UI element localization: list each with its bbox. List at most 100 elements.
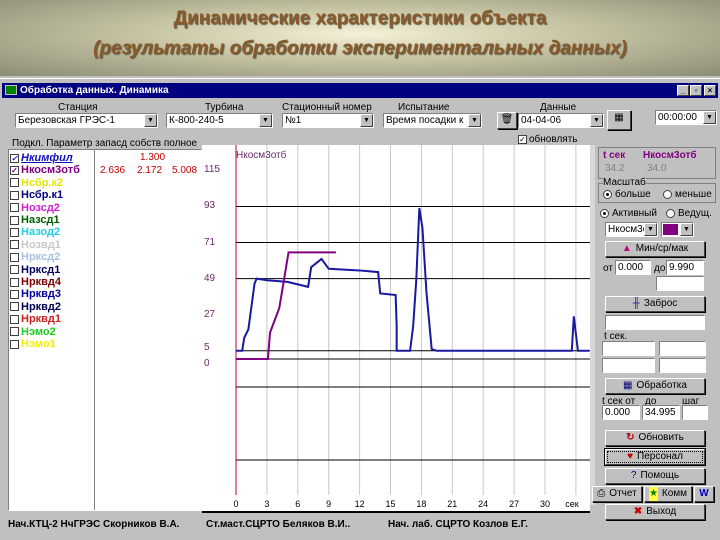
param-item[interactable]: ✓ Нкимфил (10, 152, 73, 164)
param-item[interactable]: Нозвд1 (10, 239, 61, 251)
param-item[interactable]: Нркcд2 (10, 251, 60, 263)
overshoot-label: Заброс (643, 298, 678, 309)
delete-button[interactable]: 🗑 (497, 112, 517, 129)
chevron-down-icon[interactable]: ▼ (144, 114, 157, 127)
help-button[interactable]: ? Помощь (605, 468, 705, 484)
staff-button[interactable]: ♥ Персонал (605, 449, 705, 465)
restore-button[interactable]: ▫ (690, 85, 702, 96)
scale-less-radio[interactable]: меньше (663, 189, 712, 200)
chevron-down-icon[interactable]: ▼ (644, 223, 657, 236)
tsec-field-3[interactable] (602, 358, 655, 373)
checkbox-icon[interactable] (10, 314, 19, 324)
turbine-select[interactable]: К-800-240-5 ▼ (166, 113, 273, 128)
param-select[interactable]: Нкосм3отб ▼ (605, 222, 658, 237)
blank-field[interactable] (656, 276, 704, 291)
param-item[interactable]: Назсд1 (10, 214, 60, 226)
chevron-down-icon[interactable]: ▼ (590, 114, 603, 127)
param-name: Нэмо2 (21, 325, 56, 338)
checkbox-icon[interactable] (10, 327, 19, 337)
checkbox-icon[interactable] (10, 252, 19, 262)
checkbox-icon[interactable] (10, 302, 19, 312)
checkbox-icon[interactable] (10, 339, 19, 349)
param-item[interactable]: Нэмо2 (10, 326, 56, 338)
chevron-down-icon[interactable]: ▼ (703, 111, 716, 124)
range-to-label: до (645, 396, 657, 407)
from-input[interactable]: 0.000 (615, 260, 651, 275)
overshoot-button[interactable]: ╫ Заброс (605, 296, 705, 312)
checkbox-icon[interactable] (10, 240, 19, 250)
checkbox-icon[interactable] (10, 289, 19, 299)
checkbox-icon[interactable] (10, 227, 19, 237)
chevron-down-icon[interactable]: ▼ (360, 114, 373, 127)
tsec-label: t сек. (604, 331, 628, 342)
checkbox-checked-icon[interactable]: ✓ (10, 153, 19, 163)
data-select[interactable]: 04-04-06 ▼ (518, 113, 604, 128)
param-item[interactable]: Нрквд1 (10, 313, 61, 325)
refresh-button[interactable]: ↻ Обновить (605, 430, 705, 446)
param-name: Нркcд2 (21, 251, 61, 264)
exit-label: Выход (646, 506, 677, 517)
param-item[interactable]: Нозсд2 (10, 202, 60, 214)
slide-title: Динамические характеристики объекта (173, 8, 547, 29)
minimize-button[interactable]: _ (677, 85, 689, 96)
param-item[interactable]: Нсбр.к2 (10, 177, 63, 189)
param-select-value: Нкосм3отб (608, 224, 658, 235)
update-checkbox[interactable]: ✓ обновлять (518, 134, 578, 145)
radio-icon (663, 189, 672, 199)
checkbox-icon[interactable] (10, 277, 19, 287)
comm-button[interactable]: ★ Комм (644, 486, 692, 502)
active-radio[interactable]: Активный (600, 208, 657, 219)
chevron-down-icon[interactable]: ▼ (468, 114, 481, 127)
param-item[interactable]: ✓ Нкосм3отб (10, 164, 80, 176)
checkbox-icon[interactable] (10, 178, 19, 188)
test-select[interactable]: Время посадки к ▼ (383, 113, 482, 128)
scale-more-radio[interactable]: больше (603, 189, 651, 200)
param-item[interactable]: Нркcд1 (10, 264, 60, 276)
process-button[interactable]: ▦ Обработка (605, 378, 705, 394)
to-input[interactable]: 9.990 (666, 260, 704, 275)
refresh-icon: ↻ (626, 432, 635, 443)
lead-radio[interactable]: Ведущ. (666, 208, 712, 219)
overshoot-field[interactable] (605, 315, 705, 330)
chevron-down-icon[interactable]: ▼ (680, 223, 693, 236)
range-from-input[interactable]: 0.000 (602, 405, 640, 420)
param-name: Нркcд1 (21, 263, 61, 276)
close-button[interactable]: × (704, 85, 716, 96)
exit-button[interactable]: ✖ Выход (605, 504, 705, 520)
step-input[interactable] (682, 405, 708, 420)
param-item[interactable]: Нрквд2 (10, 301, 61, 313)
checkbox-icon[interactable] (10, 215, 19, 225)
row1-own: 1.300 (140, 152, 166, 163)
checkbox-icon[interactable] (10, 265, 19, 275)
minmax-button[interactable]: ▲ Мин/ср/мак (605, 241, 705, 257)
color-select[interactable]: ▼ (661, 222, 694, 237)
lead-label: Ведущ. (678, 208, 712, 219)
tsec-field-1[interactable] (602, 341, 655, 356)
number-value: №1 (285, 115, 302, 126)
range-to-input[interactable]: 34.995 (642, 405, 680, 420)
word-button[interactable]: W (694, 486, 714, 502)
time-select[interactable]: 00:00:00 ▼ (655, 110, 717, 125)
view-data-button[interactable]: ▦ (607, 110, 631, 130)
param-item[interactable]: Нрквд4 (10, 276, 61, 288)
param-item[interactable]: Нрквд3 (10, 288, 61, 300)
checkbox-icon[interactable] (10, 190, 19, 200)
param-item[interactable]: Нэмо1 (10, 338, 56, 350)
report-button[interactable]: ⎙ Отчет (592, 486, 642, 502)
tsec-field-4[interactable] (659, 358, 706, 373)
col-own: собств (129, 138, 162, 149)
station-value: Березовская ГРЭС-1 (18, 115, 115, 126)
from-label: от (603, 263, 613, 274)
station-select[interactable]: Березовская ГРЭС-1 ▼ (15, 113, 158, 128)
number-select[interactable]: №1 ▼ (282, 113, 374, 128)
checkbox-icon[interactable] (10, 203, 19, 213)
param-item[interactable]: Назод2 (10, 226, 60, 238)
tsec-field-2[interactable] (659, 341, 706, 356)
checkbox-checked-icon[interactable]: ✓ (10, 165, 19, 175)
chevron-down-icon[interactable]: ▼ (259, 114, 272, 127)
x-tick-label: 12 (354, 499, 365, 509)
param-name: Нозвд1 (21, 238, 61, 251)
param-item[interactable]: Нсбр.к1 (10, 189, 63, 201)
x-tick-label: 18 (416, 499, 427, 509)
scrollbar[interactable] (590, 145, 595, 505)
